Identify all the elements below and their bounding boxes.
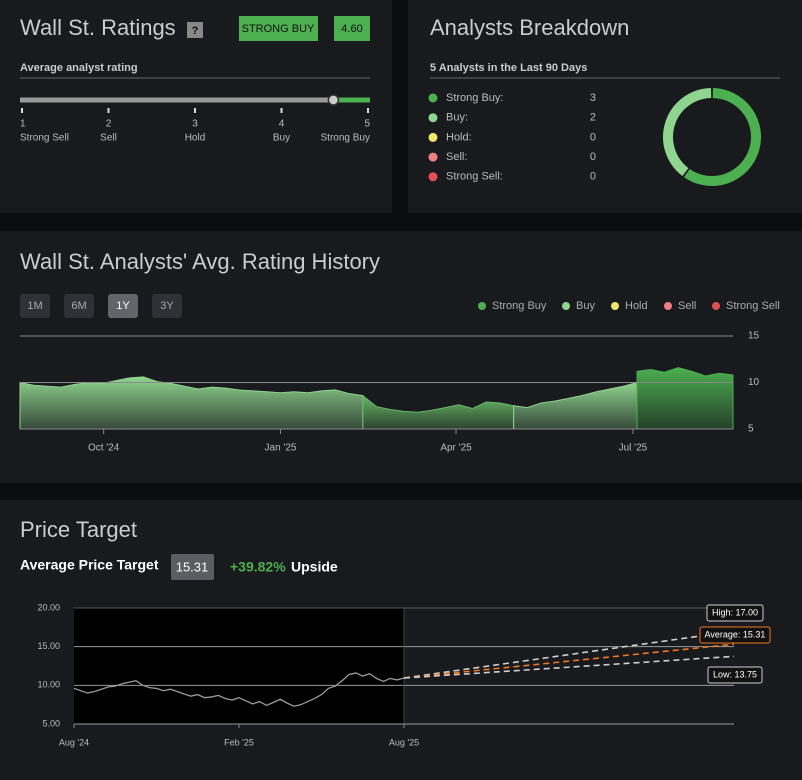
legend-dot (712, 302, 720, 310)
title: Analysts Breakdown (430, 15, 629, 40)
x-tick-label: Aug '25 (389, 737, 419, 747)
item-name: Strong Sell: (446, 171, 503, 183)
badge: STRONG BUY (242, 23, 315, 35)
target-label: Average: 15.31 (705, 629, 766, 639)
legend-dot (664, 302, 672, 310)
y-tick-label: 15.00 (37, 641, 60, 651)
item-value: 2 (590, 112, 596, 124)
slider-knob (327, 94, 340, 106)
item-name: Sell: (446, 151, 467, 163)
target-box (706, 604, 764, 622)
legend-dot (562, 302, 570, 310)
x-tick-label: Aug '24 (59, 737, 89, 747)
y-tick-label: 5 (748, 424, 754, 435)
scale-number: 2 (106, 119, 112, 130)
rating-area (362, 394, 515, 430)
legend-dot (428, 172, 438, 182)
y-tick-label: 5.00 (42, 718, 60, 728)
donut-arc (684, 88, 761, 186)
title: Wall St. Analysts' Avg. Rating History (20, 249, 380, 274)
scale-number: 5 (364, 119, 370, 130)
legend-dot (478, 302, 486, 310)
label: Average Price Target (20, 557, 159, 573)
x-tick-label: Jul '25 (619, 443, 648, 454)
legend-dot (428, 152, 438, 162)
legend-name: Strong Buy (492, 300, 547, 312)
range-label: 6M (71, 300, 86, 312)
rating-area (636, 367, 734, 430)
history-bg (74, 608, 404, 724)
panel (0, 231, 802, 483)
donut-arc (663, 88, 712, 177)
legend-name: Buy (576, 300, 595, 312)
price-line (73, 672, 405, 707)
target-box (707, 666, 763, 684)
range-button[interactable] (20, 294, 50, 318)
target-line (403, 630, 735, 679)
y-tick-label: 10.00 (37, 680, 60, 690)
y-tick-label: 15 (748, 331, 760, 342)
avg-bg (171, 554, 214, 580)
legend-dot (428, 113, 438, 123)
range-label: 3Y (160, 300, 174, 312)
scale-name: Strong Buy (321, 133, 370, 144)
scale-name: Strong Sell (20, 133, 69, 144)
item-name: Hold: (446, 131, 472, 143)
subtitle: 5 Analysts in the Last 90 Days (430, 62, 587, 74)
legend-name: Hold (625, 300, 648, 312)
scale-name: Hold (185, 133, 206, 144)
item-name: Buy: (446, 112, 468, 124)
x-tick-label: Jan '25 (265, 443, 297, 454)
legend-dot (428, 93, 438, 103)
upside-word: Upside (291, 559, 338, 575)
target-label: Low: 13.75 (713, 669, 757, 679)
scale-number: 1 (20, 119, 26, 130)
help-icon[interactable] (187, 22, 203, 38)
item-value: 0 (590, 131, 596, 143)
range-label: 1Y (116, 300, 130, 312)
legend-dot (611, 302, 619, 310)
subtitle: Average analyst rating (20, 62, 138, 74)
help: ? (192, 25, 199, 37)
upside: +39.82% (230, 559, 286, 575)
target-box (699, 626, 771, 644)
item-value: 0 (590, 171, 596, 183)
x-tick-label: Feb '25 (224, 737, 254, 747)
scale-number: 3 (192, 119, 198, 130)
legend-name: Sell (678, 300, 696, 312)
legend-dot (428, 132, 438, 142)
x-tick-label: Apr '25 (440, 443, 472, 454)
x-tick-label: Oct '24 (88, 443, 120, 454)
target-line (403, 655, 735, 679)
scale-name: Sell (100, 133, 117, 144)
target-line (403, 643, 735, 679)
range-button[interactable] (108, 294, 138, 318)
range-button[interactable] (152, 294, 182, 318)
y-tick-label: 10 (748, 377, 760, 388)
scale-number: 4 (279, 119, 285, 130)
title: Wall St. Ratings (20, 15, 176, 40)
scale-name: Buy (273, 133, 290, 144)
rating-area (19, 376, 364, 430)
item-name: Strong Buy: (446, 92, 503, 104)
legend-name: Strong Sell (726, 300, 780, 312)
y-tick-label: 20.00 (37, 602, 60, 612)
item-value: 0 (590, 151, 596, 163)
average: 15.31 (176, 559, 209, 574)
target-label: High: 17.00 (712, 607, 758, 617)
item-value: 3 (590, 92, 596, 104)
range-button[interactable] (64, 294, 94, 318)
score-bg (334, 16, 370, 41)
range-label: 1M (27, 300, 42, 312)
title: Price Target (20, 517, 137, 542)
score: 4.60 (341, 23, 362, 35)
badge-bg (239, 16, 318, 41)
